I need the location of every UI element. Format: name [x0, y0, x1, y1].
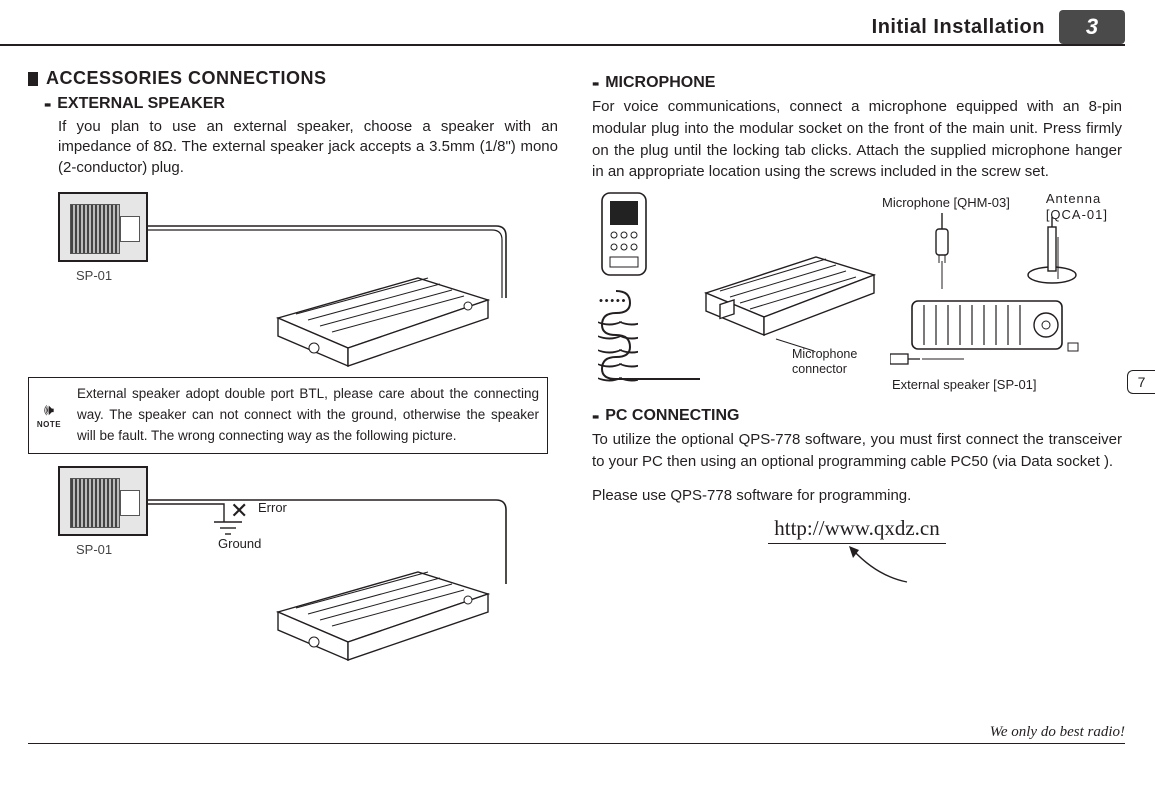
label-mic-connector-b: connector	[792, 362, 847, 376]
label-external-speaker: External speaker [SP-01]	[892, 377, 1037, 392]
page-footer: We only do best radio!	[28, 743, 1125, 763]
page-header: Initial Installation 3	[872, 10, 1125, 44]
diagram-wrong-connection: SP-01 ✕ Error Ground	[58, 462, 528, 672]
arrow-icon	[847, 546, 917, 586]
error-x-icon: ✕	[230, 498, 248, 524]
note-speaker-icon: 🕪	[44, 402, 54, 420]
bullet-icon: ▪▪	[592, 76, 597, 91]
pc-body-1: To utilize the optional QPS-778 software…	[592, 429, 1122, 473]
radio-unit-icon	[268, 248, 498, 368]
subsection-external-speaker: ▪▪ EXTERNAL SPEAKER	[44, 95, 558, 113]
speaker-caption: SP-01	[76, 268, 112, 283]
section-title: ACCESSORIES CONNECTIONS	[46, 68, 327, 89]
pc-body-2: Please use QPS-778 software for programm…	[592, 485, 1122, 507]
header-rule	[0, 44, 1125, 46]
footer-slogan: We only do best radio!	[990, 724, 1125, 741]
speaker-caption: SP-01	[76, 542, 112, 557]
url-block: http://www.qxdz.cn	[592, 516, 1122, 544]
page-header-title: Initial Installation	[872, 16, 1059, 39]
subsection-microphone: ▪▪ MICROPHONE	[592, 74, 1122, 92]
subsection-pc-connecting: ▪▪ PC CONNECTING	[592, 407, 1122, 425]
note-box: 🕪 NOTE External speaker adopt double por…	[28, 377, 548, 454]
error-label: Error	[258, 500, 287, 515]
radio-unit-icon	[268, 542, 498, 662]
bullet-icon: ▪▪	[44, 97, 49, 112]
microphone-body: For voice communications, connect a micr…	[592, 96, 1122, 183]
right-column: ▪▪ MICROPHONE For voice communications, …	[592, 68, 1122, 672]
page-number: 7	[1127, 370, 1155, 394]
section-accessories: ACCESSORIES CONNECTIONS	[28, 68, 558, 89]
label-mic-connector-a: Microphone	[792, 347, 857, 361]
label-antenna-b: [QCA-01]	[1046, 207, 1108, 222]
speaker-icon	[58, 466, 148, 536]
subsection-title: MICROPHONE	[605, 74, 715, 92]
section-bar-icon	[28, 72, 38, 86]
speaker-icon	[58, 192, 148, 262]
label-antenna-a: Antenna	[1046, 191, 1101, 206]
external-speaker-body: If you plan to use an external speaker, …	[58, 117, 558, 178]
diagram-microphone-connection: ܁܁܁܁܁‿‿‿‿‿‿‿‿‿‿‿‿	[592, 191, 1112, 401]
label-mic-connector: Microphone connector	[792, 347, 882, 377]
note-label: NOTE	[37, 420, 61, 429]
note-icon-cell: 🕪 NOTE	[29, 378, 69, 453]
label-microphone: Microphone [QHM-03]	[882, 195, 1010, 210]
label-antenna: Antenna [QCA-01]	[1046, 191, 1108, 222]
bullet-icon: ▪▪	[592, 409, 597, 424]
subsection-title: PC CONNECTING	[605, 407, 739, 425]
chapter-number-tab: 3	[1059, 10, 1125, 44]
subsection-title: EXTERNAL SPEAKER	[57, 95, 225, 113]
note-text: External speaker adopt double port BTL, …	[69, 378, 547, 453]
page: { "header": { "title": "Initial Installa…	[0, 0, 1155, 787]
left-column: ACCESSORIES CONNECTIONS ▪▪ EXTERNAL SPEA…	[28, 68, 558, 672]
software-url: http://www.qxdz.cn	[768, 516, 945, 544]
ground-label: Ground	[218, 536, 261, 551]
diagram-correct-connection: SP-01	[58, 188, 528, 373]
